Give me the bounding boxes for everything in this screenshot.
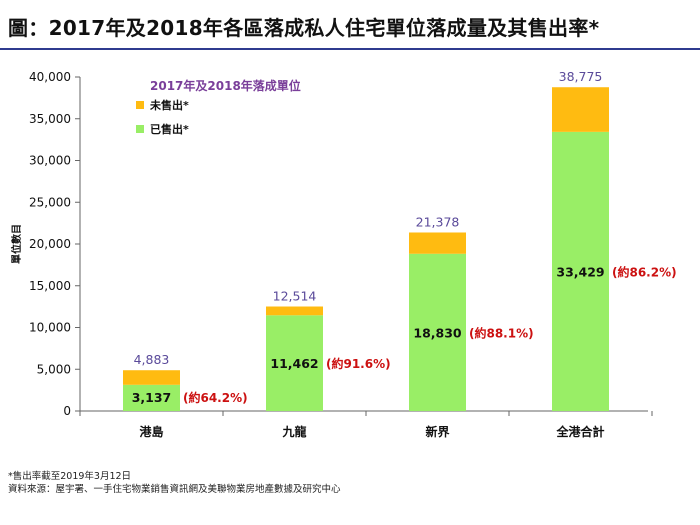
sold-rate-label: (約86.2%) [612,264,677,279]
total-value-label: 21,378 [416,214,460,229]
bar-unsold [552,87,609,132]
sold-value-label: 3,137 [132,390,172,405]
y-tick-label: 5,000 [37,362,71,376]
legend-label-unsold: 未售出* [149,98,189,112]
sold-value-label: 33,429 [556,264,604,279]
y-tick-label: 15,000 [29,279,71,293]
legend-swatch-sold [136,125,144,133]
x-category-label: 全港合計 [555,424,604,439]
legend-label-sold: 已售出* [150,122,189,136]
y-axis-title: 單位數目 [10,224,23,264]
total-value-label: 12,514 [273,289,317,304]
footnote-source: 資料來源：屋宇署、一手住宅物業銷售資訊網及美聯物業房地產數據及研究中心 [8,484,341,495]
x-category-label: 新界 [425,424,449,439]
bar-sold [123,384,180,411]
bar-sold [552,131,609,411]
y-tick-label: 0 [63,404,71,418]
total-value-label: 4,883 [134,352,170,367]
sold-value-label: 11,462 [270,356,318,371]
y-tick-label: 25,000 [29,195,71,209]
y-tick-label: 40,000 [29,70,71,84]
legend-title: 2017年及2018年落成單位 [150,78,301,93]
y-tick-label: 35,000 [29,112,71,126]
footnotes: *售出率截至2019年3月12日 資料來源：屋宇署、一手住宅物業銷售資訊網及美聯… [8,470,341,496]
sold-rate-label: (約91.6%) [326,356,391,371]
bar-unsold [266,306,323,316]
legend-swatch-unsold [136,101,144,109]
sold-value-label: 18,830 [413,325,462,340]
footnote-sale-date: *售出率截至2019年3月12日 [8,471,132,482]
bar-sold [409,253,466,411]
chart-title: 圖：2017年及2018年各區落成私人住宅單位落成量及其售出率* [8,16,600,40]
sold-rate-label: (約64.2%) [183,390,248,405]
y-tick-label: 30,000 [29,154,71,168]
y-tick-label: 10,000 [29,321,71,335]
x-category-label: 九龍 [281,424,306,439]
bar-sold [266,315,323,411]
y-tick-label: 20,000 [29,237,71,251]
title-underline [0,48,700,50]
total-value-label: 38,775 [559,69,603,84]
bar-unsold [123,370,180,385]
sold-rate-label: (約88.1%) [469,325,534,340]
bar-unsold [409,232,466,254]
x-category-label: 港島 [139,424,163,439]
